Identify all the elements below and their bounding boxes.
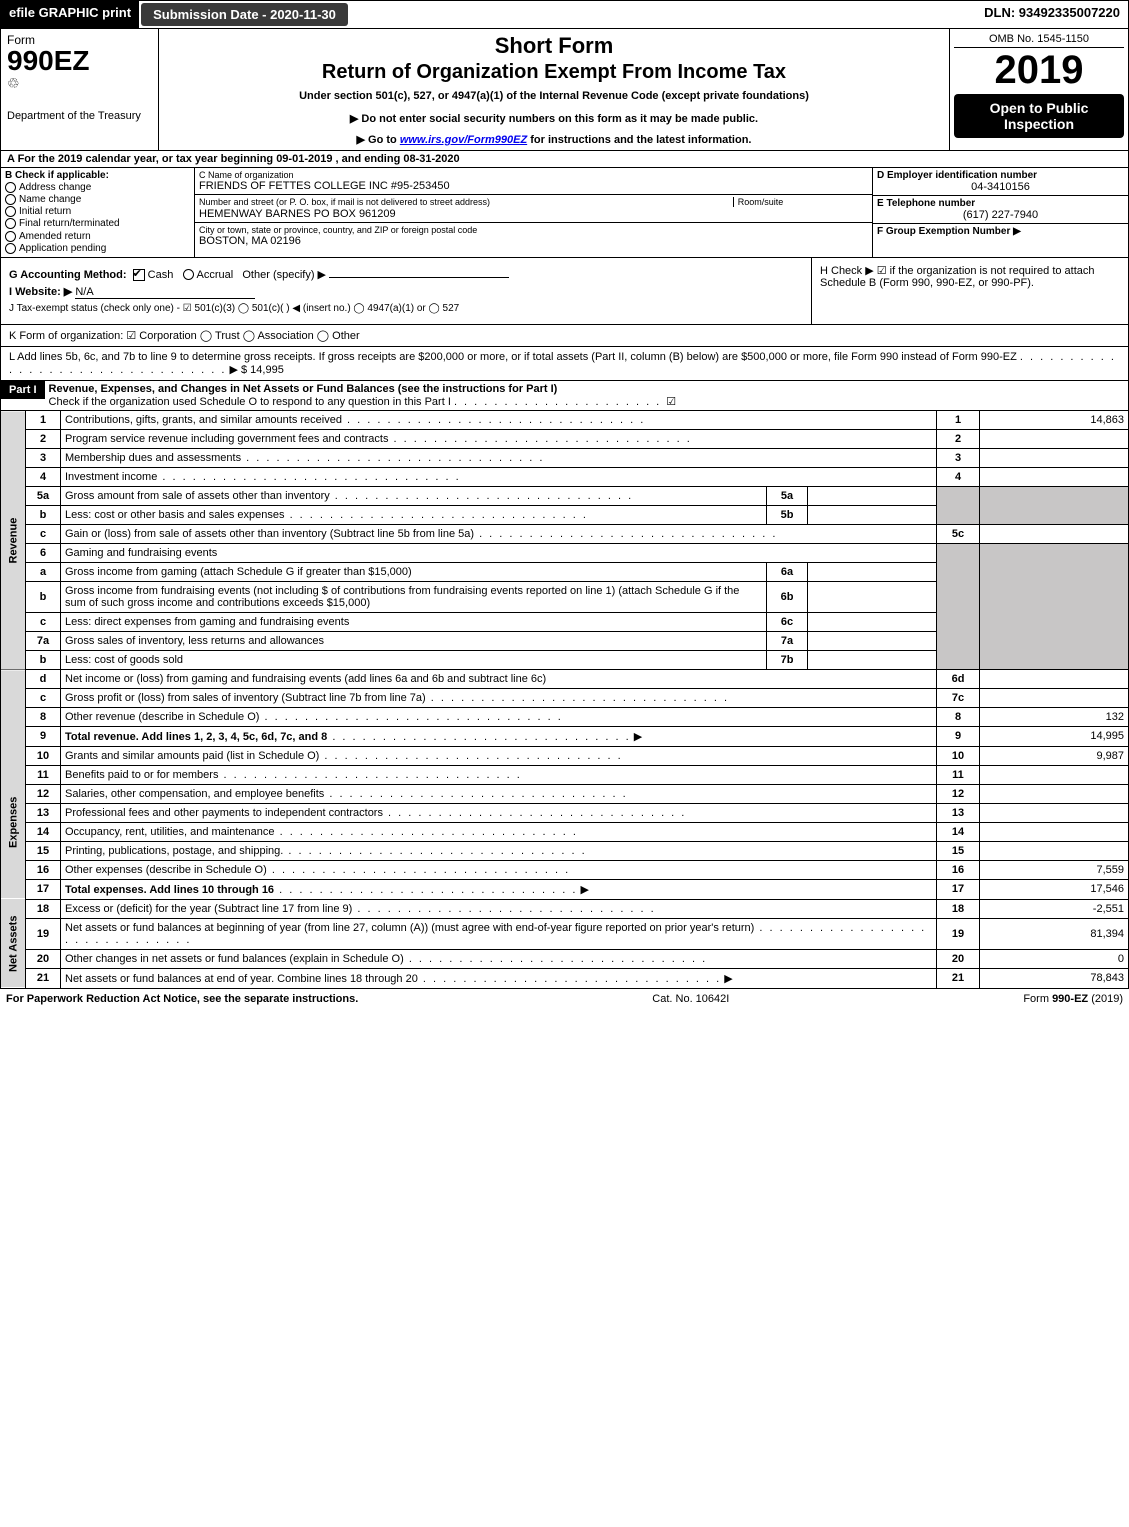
b-title: B Check if applicable: — [5, 170, 190, 181]
part-i-table-2: d Net income or (loss) from gaming and f… — [0, 670, 1129, 989]
info-block: B Check if applicable: Address change Na… — [0, 168, 1129, 258]
l-gross-receipts: L Add lines 5b, 6c, and 7b to line 9 to … — [0, 347, 1129, 381]
dln: DLN: 93492335007220 — [976, 1, 1128, 28]
side-revenue-2 — [1, 670, 26, 747]
c-street-label: Number and street (or P. O. box, if mail… — [199, 197, 490, 207]
side-net-assets: Net Assets — [1, 899, 26, 988]
chk-name[interactable]: Name change — [5, 194, 190, 205]
g-accrual-check[interactable] — [183, 269, 194, 280]
chk-pending[interactable]: Application pending — [5, 243, 190, 254]
gij-block: G Accounting Method: Cash Accrual Other … — [0, 258, 1129, 325]
header-left: Form 990EZ ♲ Department of the Treasury — [1, 29, 159, 150]
short-form-title: Short Form — [167, 33, 941, 59]
irs-link[interactable]: www.irs.gov/Form990EZ — [400, 134, 527, 146]
goto-post: for instructions and the latest informat… — [527, 134, 751, 146]
col-d-ein: D Employer identification number 04-3410… — [872, 168, 1128, 257]
side-revenue: Revenue — [1, 411, 26, 670]
return-title: Return of Organization Exempt From Incom… — [167, 61, 941, 84]
chk-initial[interactable]: Initial return — [5, 206, 190, 217]
line-1-ln: 1 — [937, 411, 980, 430]
k-form-org: K Form of organization: ☑ Corporation ◯ … — [0, 325, 1129, 347]
f-grp-label: F Group Exemption Number ▶ — [877, 226, 1124, 237]
e-tel: (617) 227-7940 — [877, 209, 1124, 221]
footer-right: Form 990-EZ (2019) — [1023, 993, 1123, 1005]
g-accounting: G Accounting Method: Cash Accrual Other … — [9, 268, 803, 281]
form-header: Form 990EZ ♲ Department of the Treasury … — [0, 29, 1129, 151]
g-cash-check[interactable] — [133, 269, 145, 281]
spacer — [350, 1, 976, 28]
part-i-tab: Part I — [1, 381, 45, 410]
tax-year: 2019 — [954, 50, 1124, 90]
gij-left: G Accounting Method: Cash Accrual Other … — [1, 258, 811, 324]
part-i-checked: ☑ — [666, 396, 676, 408]
goto-pre: ▶ Go to — [357, 134, 400, 146]
col-c-org: C Name of organization FRIENDS OF FETTES… — [195, 168, 872, 257]
j-tax-exempt: J Tax-exempt status (check only one) - ☑… — [9, 303, 803, 314]
omb-number: OMB No. 1545-1150 — [954, 33, 1124, 48]
line-1-desc: Contributions, gifts, grants, and simila… — [61, 411, 937, 430]
i-website: I Website: ▶ N/A — [9, 285, 803, 299]
chk-final[interactable]: Final return/terminated — [5, 218, 190, 229]
row-a-period: A For the 2019 calendar year, or tax yea… — [0, 151, 1129, 168]
goto-link-line: ▶ Go to www.irs.gov/Form990EZ for instru… — [167, 133, 941, 146]
c-city-label: City or town, state or province, country… — [199, 225, 868, 235]
line-1-num: 1 — [26, 411, 61, 430]
part-i-header: Part I Revenue, Expenses, and Changes in… — [0, 381, 1129, 411]
do-not-enter: ▶ Do not enter social security numbers o… — [167, 112, 941, 125]
header-mid: Short Form Return of Organization Exempt… — [159, 29, 949, 150]
recycle-icon: ♲ — [7, 75, 152, 92]
chk-amended[interactable]: Amended return — [5, 231, 190, 242]
c-name-label: C Name of organization — [199, 170, 868, 180]
part-i-check: Check if the organization used Schedule … — [49, 396, 451, 408]
d-ein: 04-3410156 — [877, 181, 1124, 193]
chk-address[interactable]: Address change — [5, 182, 190, 193]
footer-left: For Paperwork Reduction Act Notice, see … — [6, 993, 358, 1005]
d-ein-label: D Employer identification number — [877, 170, 1124, 181]
form-number: 990EZ — [7, 47, 152, 75]
part-i-table: Revenue 1 Contributions, gifts, grants, … — [0, 411, 1129, 670]
top-bar: efile GRAPHIC print Submission Date - 20… — [0, 0, 1129, 29]
c-street: HEMENWAY BARNES PO BOX 961209 — [199, 208, 868, 220]
col-b-checkboxes: B Check if applicable: Address change Na… — [1, 168, 195, 257]
side-expenses: Expenses — [1, 746, 26, 899]
open-public-badge: Open to Public Inspection — [954, 94, 1124, 138]
c-name: FRIENDS OF FETTES COLLEGE INC #95-253450 — [199, 180, 868, 192]
part-i-title: Revenue, Expenses, and Changes in Net As… — [49, 383, 558, 395]
c-room-label: Room/suite — [733, 197, 784, 207]
submission-date: Submission Date - 2020-11-30 — [141, 3, 348, 26]
h-check: H Check ▶ ☑ if the organization is not r… — [811, 258, 1128, 324]
website-value: N/A — [75, 286, 255, 299]
efile-print-button[interactable]: efile GRAPHIC print — [1, 1, 139, 28]
c-city: BOSTON, MA 02196 — [199, 235, 868, 247]
e-tel-label: E Telephone number — [877, 198, 1124, 209]
dept-treasury: Department of the Treasury — [7, 110, 152, 122]
header-right: OMB No. 1545-1150 2019 Open to Public In… — [949, 29, 1128, 150]
footer-mid: Cat. No. 10642I — [652, 993, 729, 1005]
page-footer: For Paperwork Reduction Act Notice, see … — [0, 989, 1129, 1009]
line-1-amt: 14,863 — [980, 411, 1129, 430]
under-section: Under section 501(c), 527, or 4947(a)(1)… — [167, 90, 941, 102]
